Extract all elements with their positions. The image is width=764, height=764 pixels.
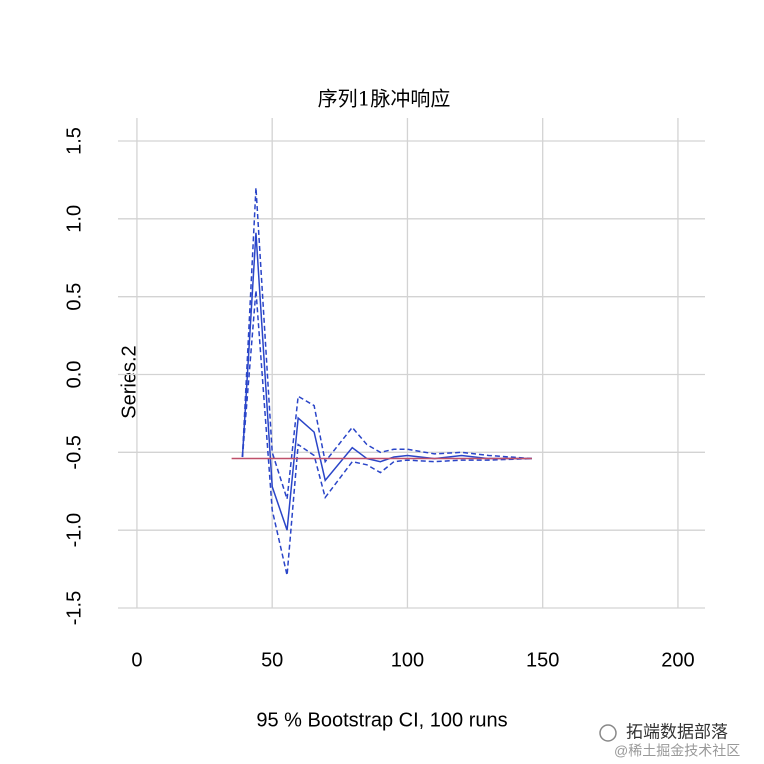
y-tick-label: 1.5 [63, 127, 85, 155]
chart-title: 序列1脉冲响应 [318, 87, 451, 111]
y-tick-label: 1.0 [63, 205, 85, 233]
x-tick-label: 100 [391, 649, 424, 671]
x-tick-label: 0 [131, 649, 142, 671]
series-line [241, 290, 532, 576]
y-tick-label: -1.5 [63, 591, 85, 625]
x-tick-label: 50 [261, 649, 283, 671]
watermark: 拓端数据部落 @稀土掘金技术社区 [599, 722, 740, 759]
watermark-text: 拓端数据部落 [626, 722, 728, 741]
series-line [241, 187, 532, 500]
watermark-icon [599, 724, 617, 742]
y-tick-label: -0.5 [63, 435, 85, 469]
x-tick-label: 200 [661, 649, 694, 671]
x-axis-label: 95 % Bootstrap CI, 100 runs [256, 709, 507, 731]
watermark-text: @稀土掘金技术社区 [614, 743, 740, 759]
x-tick-label: 150 [526, 649, 559, 671]
y-tick-label: -1.0 [63, 513, 85, 547]
y-tick-label: 0.5 [63, 283, 85, 311]
series-line [241, 232, 532, 531]
y-axis-label: Series.2 [118, 345, 140, 418]
y-tick-label: 0.0 [63, 361, 85, 389]
